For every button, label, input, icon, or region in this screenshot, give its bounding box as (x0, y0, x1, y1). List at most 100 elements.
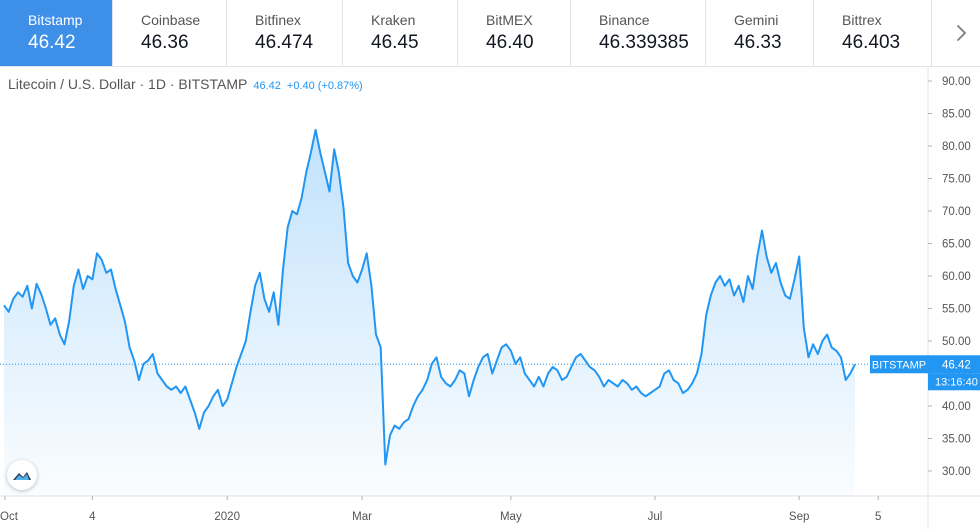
exchange-name: Bitfinex (255, 12, 301, 28)
data-point (794, 278, 796, 280)
data-point (319, 152, 321, 154)
data-point (194, 412, 196, 414)
price-line[interactable] (3, 128, 856, 466)
data-point (273, 291, 275, 293)
data-point (529, 379, 531, 381)
data-point (250, 311, 252, 313)
data-point (333, 148, 335, 150)
data-point (603, 386, 605, 388)
data-point (366, 252, 368, 254)
data-point (31, 308, 33, 310)
exchange-name: Binance (599, 12, 650, 28)
data-point (170, 389, 172, 391)
data-point (598, 376, 600, 378)
tab-bittrex[interactable]: Bittrex 46.403 (814, 0, 932, 66)
data-point (352, 275, 354, 277)
data-point (17, 291, 19, 293)
data-point (780, 282, 782, 284)
data-point (54, 317, 56, 319)
data-point (361, 269, 363, 271)
data-point (542, 386, 544, 388)
data-point (370, 285, 372, 287)
data-point (408, 418, 410, 420)
data-point (733, 295, 735, 297)
data-point (375, 334, 377, 336)
x-tick-label: Mar (352, 511, 372, 523)
data-point (152, 353, 154, 355)
data-point (384, 464, 386, 466)
data-point (826, 334, 828, 336)
tradingview-logo-icon[interactable] (7, 460, 37, 490)
data-point (101, 259, 103, 261)
last-price-value: 46.42 (942, 359, 971, 371)
data-point (798, 256, 800, 258)
data-point (436, 356, 438, 358)
data-point (468, 395, 470, 397)
data-point (133, 360, 135, 362)
legend-last-price: 46.42 (253, 80, 281, 92)
data-point (347, 262, 349, 264)
x-tick-label: 5 (875, 511, 881, 523)
data-point (175, 386, 177, 388)
tab-bitmex[interactable]: BitMEX 46.40 (458, 0, 571, 66)
data-point (254, 285, 256, 287)
data-point (742, 301, 744, 303)
tab-bitfinex[interactable]: Bitfinex 46.474 (227, 0, 343, 66)
data-point (645, 395, 647, 397)
data-point (343, 207, 345, 209)
data-point (459, 369, 461, 371)
data-point (454, 379, 456, 381)
data-point (282, 269, 284, 271)
data-point (612, 382, 614, 384)
data-point (561, 379, 563, 381)
data-point (831, 347, 833, 349)
data-point (161, 379, 163, 381)
data-point (22, 296, 24, 298)
tab-bitstamp[interactable]: Bitstamp 46.42 (0, 0, 113, 66)
data-point (296, 213, 298, 215)
data-point (463, 373, 465, 375)
tab-binance[interactable]: Binance 46.339385 (571, 0, 706, 66)
data-point (719, 275, 721, 277)
data-point (119, 304, 121, 306)
tab-coinbase[interactable]: Coinbase 46.36 (113, 0, 227, 66)
data-point (584, 360, 586, 362)
tab-kraken[interactable]: Kraken 46.45 (343, 0, 458, 66)
data-point (617, 386, 619, 388)
data-point (515, 363, 517, 365)
data-point (50, 324, 52, 326)
data-point (668, 369, 670, 371)
price-chart[interactable]: 30.0035.0040.0045.0050.0055.0060.0065.00… (0, 66, 980, 529)
data-point (96, 252, 98, 254)
exchange-price: 46.474 (255, 32, 314, 53)
data-point (608, 379, 610, 381)
data-point (68, 321, 70, 323)
data-point (77, 269, 79, 271)
y-tick-label: 55.00 (942, 304, 971, 316)
data-point (40, 293, 42, 295)
y-tick-label: 65.00 (942, 239, 971, 251)
next-exchanges-button[interactable] (944, 0, 980, 66)
tab-gemini[interactable]: Gemini 46.33 (706, 0, 814, 66)
exchange-price: 46.33 (734, 32, 782, 53)
data-point (566, 376, 568, 378)
chart-legend: Litecoin / U.S. Dollar · 1D · BITSTAMP 46… (8, 76, 363, 92)
data-point (324, 171, 326, 173)
exchange-name: Bittrex (842, 12, 882, 28)
data-point (277, 324, 279, 326)
data-point (236, 366, 238, 368)
data-point (189, 399, 191, 401)
data-point (524, 373, 526, 375)
data-point (649, 392, 651, 394)
data-point (501, 347, 503, 349)
data-point (287, 226, 289, 228)
data-point (115, 288, 117, 290)
bar-countdown: 13:16:40 (935, 376, 978, 388)
data-point (198, 428, 200, 430)
data-point (808, 356, 810, 358)
data-point (552, 366, 554, 368)
y-tick-label: 60.00 (942, 271, 971, 283)
data-point (505, 343, 507, 345)
data-point (756, 256, 758, 258)
data-point (482, 356, 484, 358)
